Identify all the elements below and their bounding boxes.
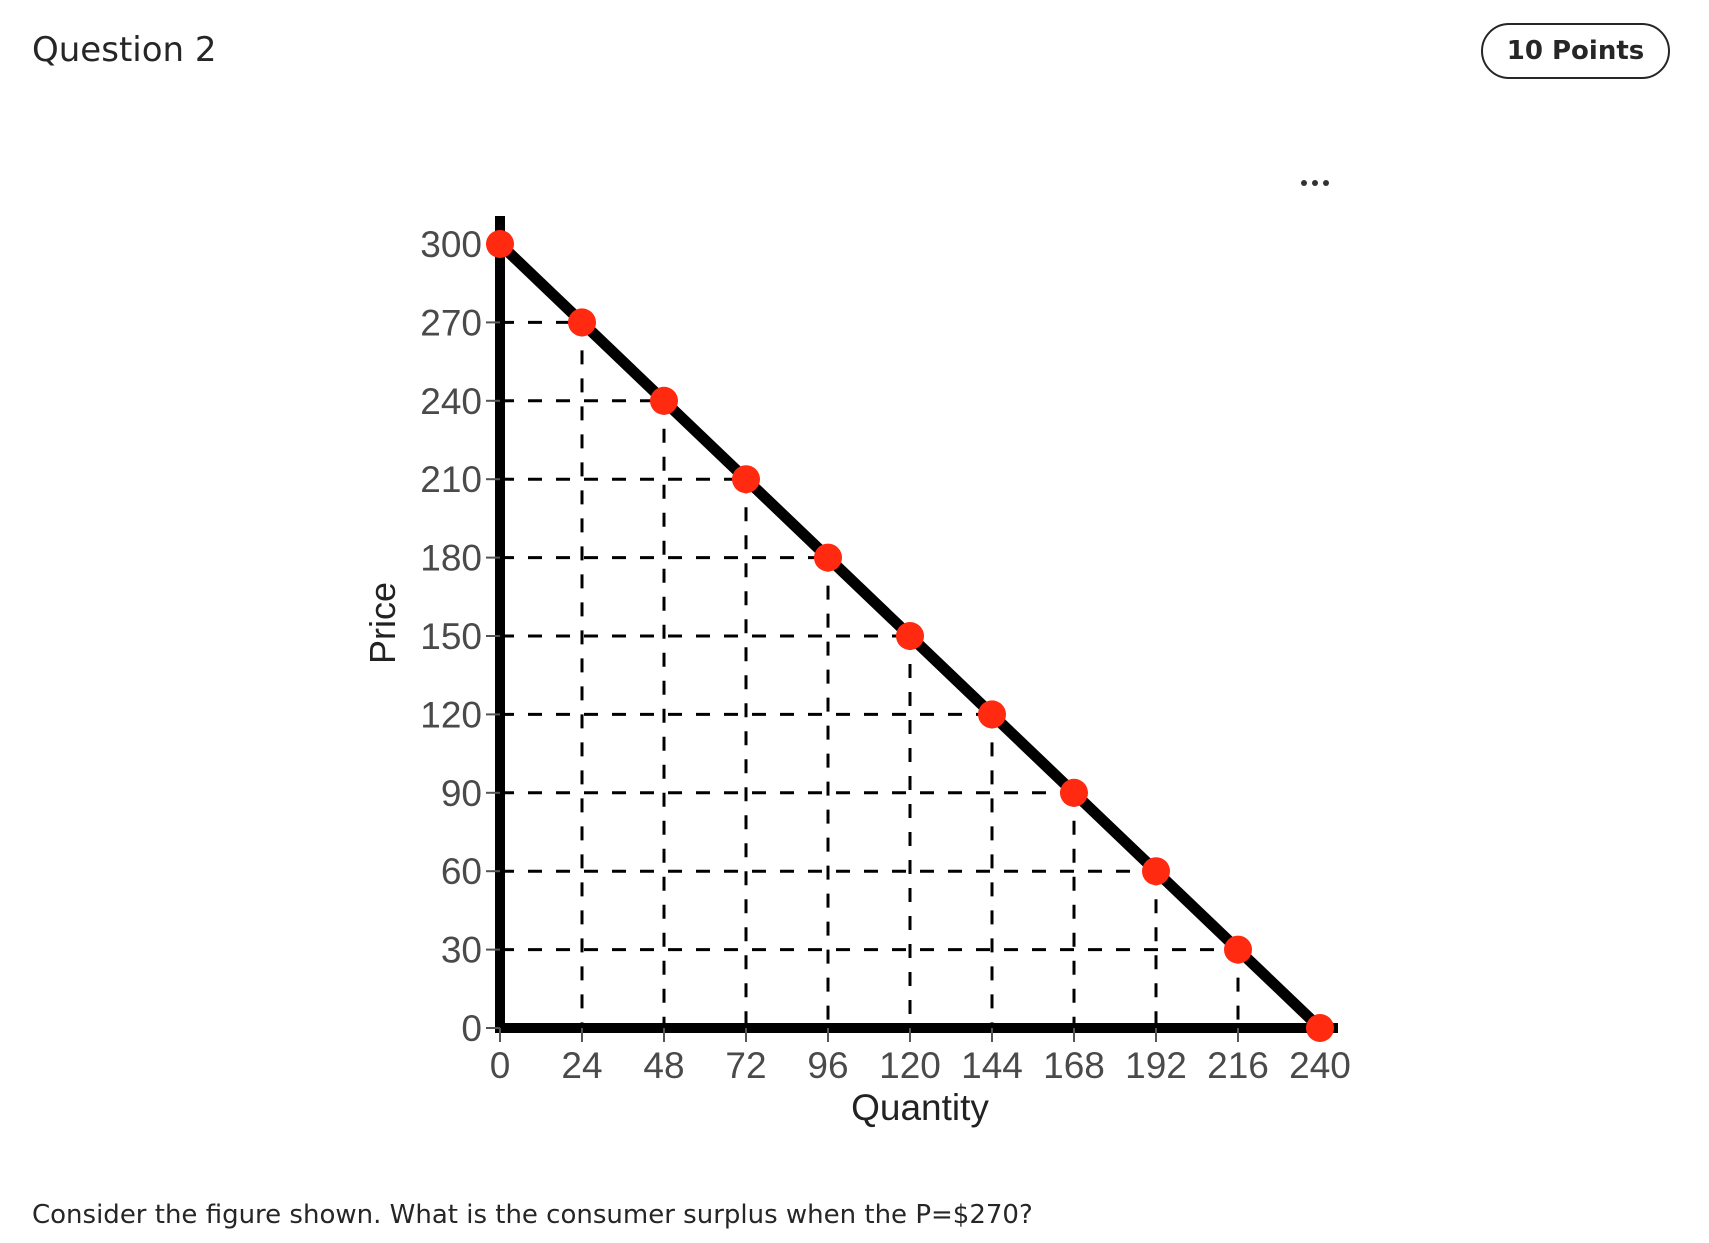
- y-tick-label: 180: [420, 538, 482, 579]
- menu-dot: [1323, 180, 1329, 186]
- data-point: [1060, 778, 1088, 807]
- question-title: Question 2: [32, 30, 217, 70]
- x-tick-label: 240: [1289, 1045, 1351, 1086]
- data-point: [568, 308, 596, 337]
- data-point: [1224, 935, 1252, 964]
- chart-axes: [495, 216, 1338, 1033]
- demand-series: [486, 230, 1334, 1042]
- x-tick-label: 96: [807, 1045, 848, 1086]
- y-tick-label: 210: [420, 459, 482, 500]
- y-tick-label: 300: [420, 224, 482, 265]
- y-tick-label: 240: [420, 381, 482, 422]
- data-point: [978, 700, 1006, 729]
- y-axis-label: Price: [362, 582, 403, 664]
- x-axis-label: Quantity: [851, 1087, 989, 1128]
- y-tick-label: 120: [420, 694, 482, 735]
- data-point: [896, 622, 924, 650]
- tick-labels: 0 30 60 90 120 150 180 210 240 270 300 0 24 48 72 96 120…: [420, 224, 1351, 1086]
- y-tick-label: 30: [441, 930, 482, 971]
- more-horizontal-icon[interactable]: [1290, 168, 1340, 198]
- data-point: [650, 386, 678, 415]
- y-tick-label: 90: [441, 773, 482, 814]
- x-tick-label: 0: [490, 1045, 511, 1086]
- x-tick-label: 192: [1125, 1045, 1187, 1086]
- y-tick-label: 0: [461, 1008, 482, 1049]
- x-tick-label: 144: [961, 1045, 1023, 1086]
- y-tick-label: 270: [420, 302, 482, 343]
- y-tick-label: 60: [441, 851, 482, 892]
- data-point: [1306, 1014, 1334, 1042]
- data-point: [1142, 857, 1170, 886]
- data-point: [486, 230, 514, 258]
- x-tick-label: 120: [879, 1045, 941, 1086]
- data-point: [814, 543, 842, 572]
- x-tick-label: 24: [561, 1045, 602, 1086]
- menu-dot: [1301, 180, 1307, 186]
- x-tick-label: 168: [1043, 1045, 1105, 1086]
- data-point: [732, 465, 760, 494]
- guide-lines: [500, 320, 1240, 1028]
- question-text: Consider the figure shown. What is the c…: [32, 1200, 1033, 1230]
- y-tick-label: 150: [420, 616, 482, 657]
- points-badge: 10 Points: [1481, 23, 1670, 79]
- x-tick-label: 216: [1207, 1045, 1269, 1086]
- x-tick-label: 48: [643, 1045, 684, 1086]
- menu-dot: [1312, 180, 1318, 186]
- x-tick-label: 72: [725, 1045, 766, 1086]
